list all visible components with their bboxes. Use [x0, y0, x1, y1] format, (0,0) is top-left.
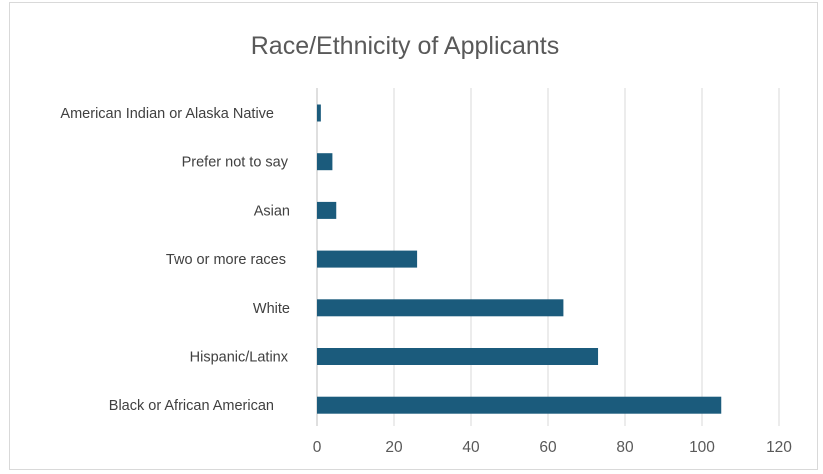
bar — [317, 104, 321, 122]
x-axis-tick-labels: 0 20 40 60 80 100 120 — [313, 439, 793, 456]
x-tick-label: 40 — [462, 439, 480, 456]
bar — [317, 396, 722, 414]
bar — [317, 153, 333, 171]
category-labels: American Indian or Alaska Native Prefer n… — [60, 106, 290, 414]
category-label: Two or more races — [166, 252, 286, 268]
category-label: Hispanic/Latinx — [190, 350, 289, 366]
category-label: Asian — [254, 203, 290, 219]
bar — [317, 299, 564, 317]
category-label: Black or African American — [109, 398, 274, 414]
x-tick-label: 80 — [616, 439, 634, 456]
x-tick-label: 60 — [539, 439, 557, 456]
category-label: American Indian or Alaska Native — [60, 106, 274, 122]
bars — [317, 104, 722, 414]
chart-frame — [9, 2, 818, 470]
bar — [317, 201, 337, 219]
category-label: White — [253, 301, 290, 317]
chart-title: Race/Ethnicity of Applicants — [251, 32, 560, 60]
category-label: Prefer not to say — [182, 155, 289, 171]
x-tick-label: 100 — [689, 439, 715, 456]
x-tick-label: 120 — [766, 439, 792, 456]
bar — [317, 250, 418, 268]
x-tick-label: 20 — [385, 439, 403, 456]
gridlines — [316, 88, 780, 426]
bar — [317, 348, 599, 365]
x-tick-label: 0 — [313, 439, 322, 456]
